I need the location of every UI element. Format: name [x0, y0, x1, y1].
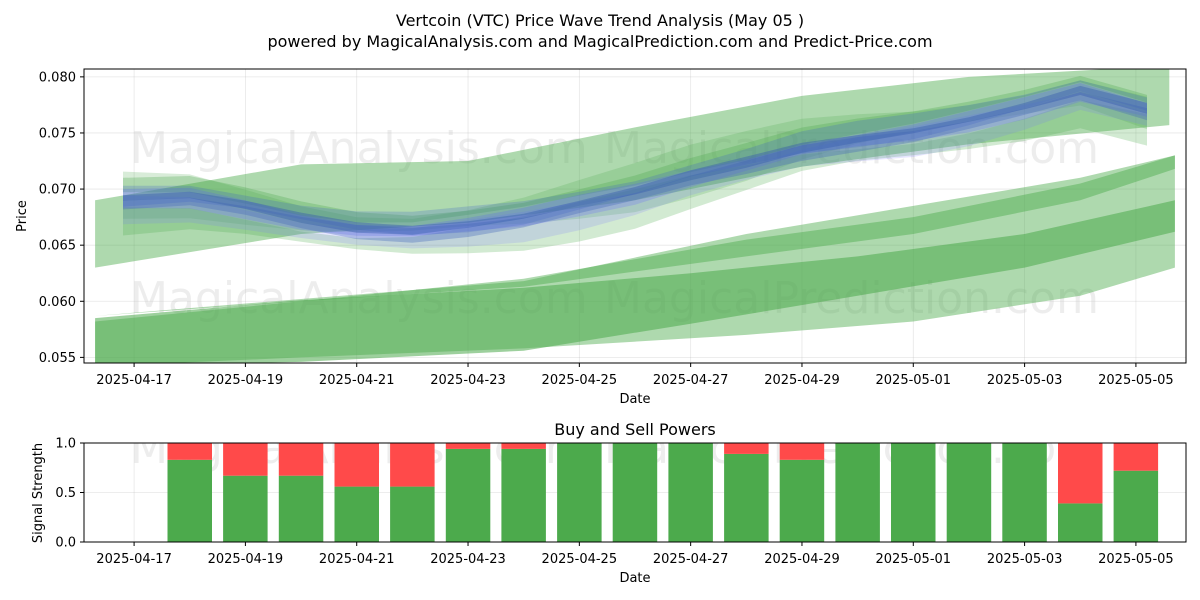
price-x-axis: 2025-04-17 2025-04-19 2025-04-21 2025-04-23…	[96, 363, 1174, 388]
upper-channel	[95, 69, 1170, 268]
wave-ribbon-blue	[123, 83, 1147, 237]
sell-bar	[724, 443, 769, 454]
price-y-tick-label: 0.070	[39, 183, 76, 198]
sell-bar	[1058, 443, 1103, 504]
buy-bar	[891, 443, 936, 542]
price-x-tick-label: 2025-04-27	[653, 373, 729, 388]
price-x-tick-label: 2025-05-01	[876, 373, 952, 388]
buy-bar	[724, 453, 769, 542]
price-x-tick-label: 2025-05-05	[1098, 373, 1174, 388]
signal-x-tick-label: 2025-04-19	[208, 552, 284, 567]
sell-bar	[779, 443, 825, 460]
price-y-tick-label: 0.065	[39, 239, 76, 254]
price-x-tick-label: 2025-04-19	[208, 373, 284, 388]
buy-bar	[946, 443, 992, 542]
signal-title: Buy and Sell Powers	[554, 420, 716, 439]
sell-bar	[223, 443, 268, 476]
price-x-tick-label: 2025-04-25	[542, 373, 618, 388]
signal-y-axis: 0.0 0.5 1.0	[55, 437, 84, 551]
signal-y-tick-label: 1.0	[55, 437, 76, 452]
price-x-tick-label: 2025-04-21	[319, 373, 395, 388]
price-x-tick-label: 2025-04-23	[430, 373, 506, 388]
price-x-tick-label: 2025-04-29	[764, 373, 840, 388]
signal-x-axis: 2025-04-17 2025-04-19 2025-04-21 2025-04-23…	[96, 542, 1174, 567]
buy-bar	[223, 475, 268, 542]
price-x-tick-label: 2025-05-03	[987, 373, 1063, 388]
signal-x-label: Date	[619, 571, 650, 586]
buy-bar	[334, 486, 379, 542]
wave-ribbon-blue	[123, 80, 1147, 236]
signal-x-tick-label: 2025-04-25	[542, 552, 618, 567]
signal-x-tick-label: 2025-05-03	[987, 552, 1063, 567]
price-x-label: Date	[619, 392, 650, 407]
buy-bar	[1058, 503, 1103, 542]
wave-ribbon-blue	[123, 92, 1147, 249]
sell-bar	[501, 443, 546, 449]
signal-y-label: Signal Strength	[31, 443, 46, 543]
price-bands	[95, 69, 1175, 363]
sell-bar	[334, 443, 379, 487]
buy-bar	[779, 459, 825, 542]
buy-bar	[612, 443, 658, 542]
main-title-line2: powered by MagicalAnalysis.com and Magic…	[267, 32, 932, 51]
buy-bar	[1113, 470, 1159, 542]
trend-ribbon-green	[123, 80, 1147, 233]
buy-bar	[668, 443, 713, 542]
signal-x-tick-label: 2025-04-17	[96, 552, 172, 567]
main-title-line1: Vertcoin (VTC) Price Wave Trend Analysis…	[396, 11, 804, 30]
price-plot-frame	[83, 68, 1187, 364]
trend-ribbon-green	[123, 100, 1147, 254]
price-y-tick-label: 0.080	[39, 70, 76, 85]
buy-bar	[557, 443, 602, 542]
signal-y-tick-label: 0.0	[55, 536, 76, 551]
price-y-label: Price	[15, 200, 30, 232]
price-watermark-1: MagicalAnalysis.com	[130, 123, 588, 174]
signal-x-tick-label: 2025-04-27	[653, 552, 729, 567]
signal-x-tick-label: 2025-04-21	[319, 552, 395, 567]
price-x-tick-label: 2025-04-17	[96, 373, 172, 388]
buy-bar	[390, 486, 435, 542]
price-y-axis: 0.055 0.060 0.065 0.070 0.075 0.080	[39, 70, 84, 366]
signal-x-tick-label: 2025-05-01	[876, 552, 952, 567]
signal-chart: Buy and Sell Powers MagicalAnalysis.com …	[31, 420, 1187, 586]
sell-bar	[445, 443, 491, 449]
buy-bar	[501, 448, 546, 542]
price-y-tick-label: 0.075	[39, 126, 76, 141]
price-y-tick-label: 0.060	[39, 295, 76, 310]
signal-x-tick-label: 2025-04-23	[430, 552, 506, 567]
trend-ribbon-green	[123, 75, 1147, 223]
buy-bar	[445, 448, 491, 542]
buy-bar	[278, 475, 324, 542]
buy-bar	[167, 459, 212, 542]
price-watermark-2: MagicalPrediction.com	[604, 123, 1099, 174]
buy-bar	[1002, 443, 1047, 542]
price-chart: MagicalAnalysis.com MagicalPrediction.co…	[15, 68, 1187, 407]
sell-bar	[1113, 443, 1159, 471]
sell-bar	[390, 443, 435, 487]
wave-ribbon-blue	[123, 91, 1147, 243]
signal-x-tick-label: 2025-04-29	[764, 552, 840, 567]
signal-x-tick-label: 2025-05-05	[1098, 552, 1174, 567]
price-y-tick-label: 0.055	[39, 351, 76, 366]
wave-ribbon-blue	[123, 85, 1147, 235]
sell-bar	[167, 443, 212, 460]
sell-bar	[278, 443, 324, 476]
signal-bars	[167, 443, 1159, 542]
buy-bar	[835, 443, 880, 542]
lower-channel-core-band	[95, 200, 1175, 363]
signal-y-tick-label: 0.5	[55, 486, 76, 501]
